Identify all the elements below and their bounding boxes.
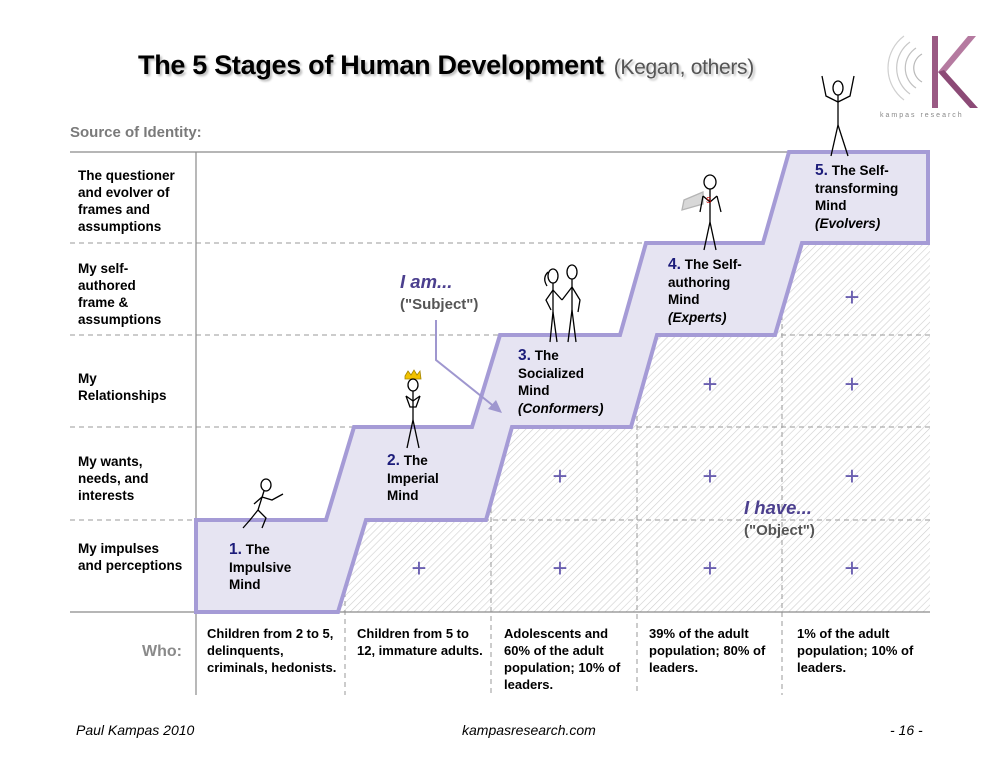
stage-3-number: 3. [518,347,531,364]
who-stage-5: 1% of the adult population; 10% of leade… [797,626,914,675]
plus-icon: + [844,553,860,583]
superman-emblem-icon: S [706,196,711,205]
who-stage-3: Adolescents and 60% of the adult populat… [504,626,621,692]
stick-figure-impulsive [242,478,284,529]
row-label-self-authored: My self-authored frame & assumptions [78,261,162,327]
stage-2-name: The Imperial Mind [387,453,439,503]
object-label: I have... [744,497,812,518]
kampas-logo-icon [887,35,978,108]
stick-figure-self-authoring [681,174,722,251]
stick-figures-socialized [544,264,581,343]
who-stage-1: Children from 2 to 5, delinquents, crimi… [207,626,337,675]
stage-4-sub: (Experts) [668,309,727,325]
plus-icon: + [844,461,860,491]
stage-2-label: 2. The Imperial Mind [387,452,467,505]
plus-icon: + [702,369,718,399]
source-of-identity-label: Source of Identity: [70,124,202,141]
stage-2-number: 2. [387,452,400,469]
subject-sub: ("Subject") [400,296,479,313]
plus-icon: + [844,282,860,312]
stage-4-number: 4. [668,256,681,273]
who-stage-2: Children from 5 to 12, immature adults. [357,626,483,658]
stage-1-name: The Impulsive Mind [229,542,292,592]
stage-1-number: 1. [229,541,242,558]
stage-5-label: 5. The Self-transforming Mind (Evolvers) [815,162,923,232]
who-label: Who: [142,643,182,660]
stage-1-label: 1. The Impulsive Mind [229,541,324,594]
stick-figure-self-transforming [821,75,855,157]
object-sub: ("Object") [744,522,815,539]
stage-4-label: 4. The Self-authoring Mind (Experts) [668,256,763,326]
row-label-relationships: My Relationships [78,371,167,403]
stick-figure-imperial [404,369,422,449]
plus-icon: + [552,553,568,583]
footer-page-number: - 16 - [890,722,923,738]
plus-icon: + [844,369,860,399]
title-main: The 5 Stages of Human Development [138,50,604,80]
logo-text: kampas research [880,112,964,119]
subject-label: I am... [400,271,453,292]
title-subtitle: (Kegan, others) [613,56,755,79]
stage-3-sub: (Conformers) [518,400,604,416]
page-title: The 5 Stages of Human Development (Kegan,… [138,50,754,81]
plus-icon: + [702,553,718,583]
subject-arrow [435,320,502,413]
row-label-impulses: My impulses and perceptions [78,541,183,573]
stage-3-name: The Socialized Mind [518,348,585,398]
footer-author: Paul Kampas 2010 [76,722,195,738]
row-label-questioner: The questioner and evolver of frames and… [78,168,175,234]
plus-icon: + [702,461,718,491]
stage-4-name: The Self-authoring Mind [668,257,742,307]
stage-3-label: 3. The Socialized Mind (Conformers) [518,347,618,417]
plus-icon: + [411,553,427,583]
plus-icon: + [552,461,568,491]
footer-site: kampasresearch.com [462,722,596,738]
stage-5-name: The Self-transforming Mind [815,163,899,213]
stage-5-sub: (Evolvers) [815,215,881,231]
who-stage-4: 39% of the adult population; 80% of lead… [649,626,766,675]
stage-5-number: 5. [815,162,828,179]
row-label-wants: My wants, needs, and interests [78,454,149,503]
